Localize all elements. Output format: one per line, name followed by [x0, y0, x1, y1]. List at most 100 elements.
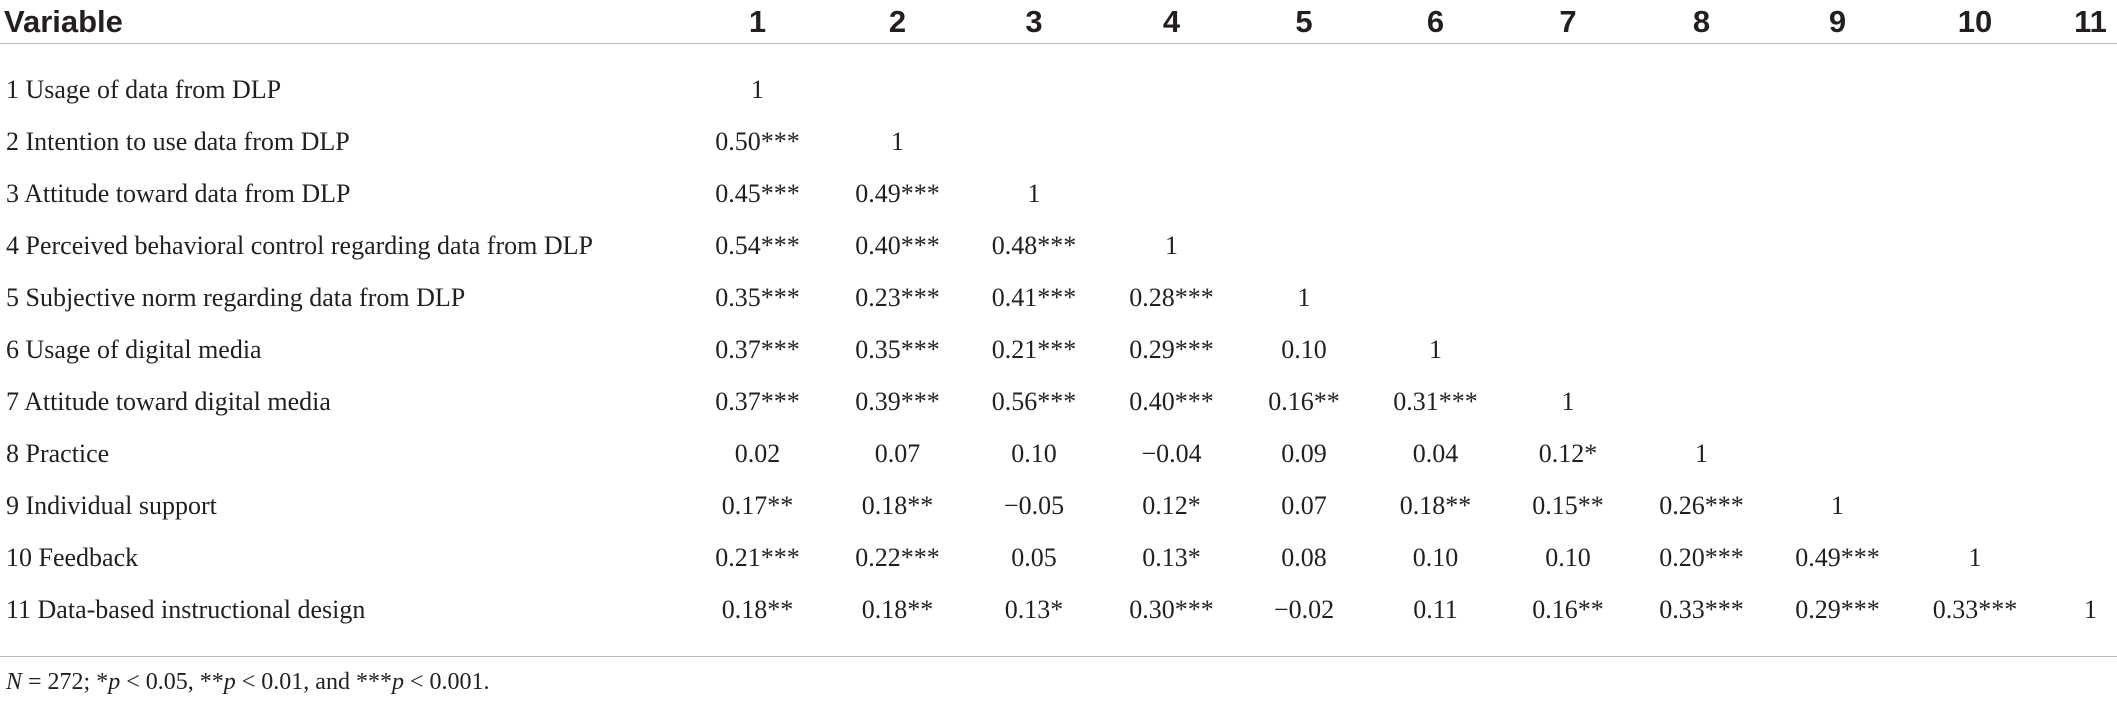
- column-header-9: 9: [1828, 3, 1847, 39]
- row-label: 7 Attitude toward digital media: [6, 387, 331, 416]
- correlation-cell: [964, 116, 1104, 168]
- row-label: 9 Individual support: [6, 491, 217, 520]
- correlation-cell: 0.28***: [1129, 283, 1214, 312]
- correlation-cell: [1634, 64, 1769, 116]
- correlation-cell: 0.18**: [861, 491, 934, 520]
- correlation-cell: −0.02: [1273, 595, 1335, 624]
- correlation-cell: 1: [1297, 283, 1311, 312]
- correlation-cell: [1906, 220, 2044, 272]
- correlation-cell: 0.20***: [1659, 543, 1744, 572]
- correlation-cell: 0.50***: [715, 127, 800, 156]
- correlation-cell: [2044, 168, 2117, 220]
- table-row: 8 Practice 0.02 0.07 0.10 −0.04 0.09 0.04 0.12*…: [0, 428, 2117, 480]
- correlation-cell: [1906, 272, 2044, 324]
- correlation-cell: 0.17**: [721, 491, 794, 520]
- correlation-cell: [2044, 428, 2117, 480]
- table-header-row: Variable 1 2 3 4 5 6 7 8 9 10 11: [0, 0, 2117, 44]
- correlation-cell: 0.33***: [1932, 595, 2018, 624]
- correlation-cell: 0.30***: [1129, 595, 1214, 624]
- correlation-cell: 0.26***: [1659, 491, 1744, 520]
- table-row: 5 Subjective norm regarding data from DL…: [0, 272, 2117, 324]
- correlation-cell: [964, 64, 1104, 116]
- correlation-cell: 0.33***: [1659, 595, 1744, 624]
- correlation-cell: [1369, 220, 1502, 272]
- table-bottom-divider: [0, 636, 2117, 657]
- row-label: 6 Usage of digital media: [6, 335, 262, 364]
- correlation-cell: 0.12*: [1142, 491, 1201, 520]
- correlation-cell: [1502, 64, 1634, 116]
- correlation-cell: [1906, 116, 2044, 168]
- correlation-table: Variable 1 2 3 4 5 6 7 8 9 10 11 1 Usage of data fr…: [0, 0, 2117, 657]
- correlation-cell: 0.23***: [855, 283, 940, 312]
- correlation-cell: 0.54***: [715, 231, 800, 260]
- correlation-cell: [1906, 168, 2044, 220]
- table-footnote: N = 272; *p < 0.05, **p < 0.01, and ***p…: [0, 669, 2117, 696]
- correlation-cell: 0.15**: [1532, 491, 1604, 520]
- correlation-cell: [1769, 168, 1906, 220]
- correlation-cell: 0.41***: [991, 283, 1077, 312]
- correlation-cell: 0.16**: [1268, 387, 1340, 416]
- correlation-cell: [1634, 272, 1769, 324]
- correlation-cell: 0.45***: [715, 179, 800, 208]
- correlation-cell: 1: [891, 127, 904, 156]
- correlation-cell: [1502, 168, 1634, 220]
- correlation-cell: [2044, 480, 2117, 532]
- correlation-cell: 0.39***: [855, 387, 940, 416]
- correlation-cell: [2044, 64, 2117, 116]
- correlation-cell: 0.13*: [1142, 543, 1201, 572]
- correlation-cell: 0.07: [1281, 491, 1327, 520]
- correlation-cell: [1634, 376, 1769, 428]
- column-header-5: 5: [1295, 3, 1313, 39]
- correlation-cell: [1239, 64, 1369, 116]
- correlation-cell: 0.31***: [1393, 387, 1478, 416]
- correlation-cell: 0.49***: [855, 179, 940, 208]
- row-label: 10 Feedback: [6, 543, 139, 572]
- correlation-cell: 1: [1695, 439, 1708, 468]
- footnote-p-symbol: p: [108, 669, 121, 695]
- table-row: 6 Usage of digital media 0.37*** 0.35*** 0.…: [0, 324, 2117, 376]
- correlation-cell: 0.29***: [1129, 335, 1214, 364]
- footnote-sample-size: = 272; *: [22, 669, 109, 695]
- table-body: 1 Usage of data from DLP 1 2 Intention to …: [0, 43, 2117, 657]
- correlation-cell: 0.18**: [861, 595, 934, 624]
- correlation-cell: [1369, 64, 1502, 116]
- correlation-cell: [1239, 116, 1369, 168]
- correlation-cell: [1906, 480, 2044, 532]
- correlation-cell: 0.16**: [1532, 595, 1604, 624]
- correlation-cell: [2044, 376, 2117, 428]
- correlation-cell: [1634, 116, 1769, 168]
- header-divider: [0, 43, 2117, 64]
- correlation-cell: [831, 64, 964, 116]
- correlation-cell: [1104, 116, 1239, 168]
- correlation-cell: 0.02: [734, 439, 781, 468]
- correlation-cell: 0.21***: [991, 335, 1077, 364]
- correlation-cell: 0.49***: [1795, 543, 1880, 572]
- row-label: 3 Attitude toward data from DLP: [6, 179, 351, 208]
- row-label: 4 Perceived behavioral control regarding…: [6, 231, 593, 260]
- correlation-cell: 0.07: [874, 439, 921, 468]
- correlation-cell: [1769, 272, 1906, 324]
- correlation-cell: [1906, 376, 2044, 428]
- correlation-cell: [1769, 220, 1906, 272]
- table-row: 10 Feedback 0.21*** 0.22*** 0.05 0.13* 0.08 0.…: [0, 532, 2117, 584]
- column-header-10: 10: [1957, 3, 1993, 39]
- correlation-cell: 1: [1968, 543, 1982, 572]
- correlation-cell: [1769, 64, 1906, 116]
- column-header-3: 3: [1025, 3, 1043, 39]
- column-header-variable: Variable: [4, 3, 123, 39]
- column-header-4: 4: [1162, 3, 1181, 39]
- correlation-cell: 0.29***: [1795, 595, 1880, 624]
- correlation-cell: [2044, 324, 2117, 376]
- correlation-cell: [1104, 168, 1239, 220]
- table-row: 1 Usage of data from DLP 1: [0, 64, 2117, 116]
- correlation-cell: 0.18**: [721, 595, 794, 624]
- correlation-cell: 1: [1165, 231, 1178, 260]
- footnote-threshold-2: < 0.01, and ***: [235, 669, 392, 695]
- footnote-p-symbol: p: [223, 669, 236, 695]
- correlation-cell: 1: [1831, 491, 1844, 520]
- correlation-cell: [2044, 116, 2117, 168]
- correlation-cell: [1634, 324, 1769, 376]
- column-header-2: 2: [888, 3, 907, 39]
- table-row: 11 Data-based instructional design 0.18**…: [0, 584, 2117, 636]
- correlation-cell: [2044, 220, 2117, 272]
